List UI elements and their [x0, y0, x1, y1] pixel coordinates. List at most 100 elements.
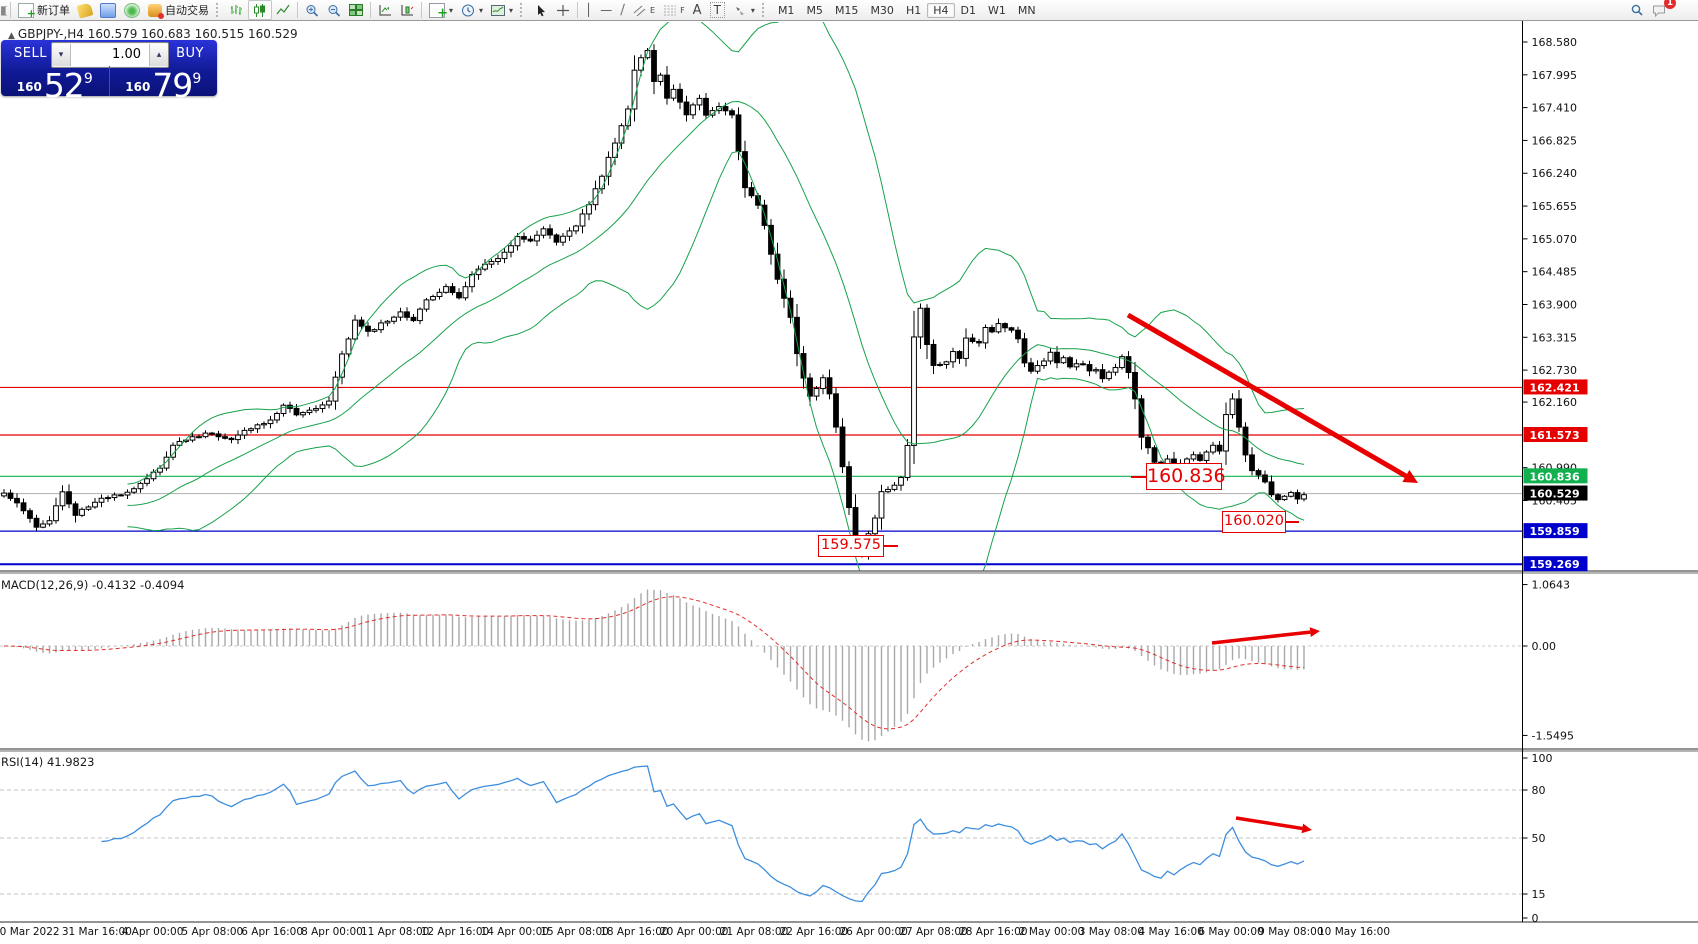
- main-toolbar: ◧ + 新订单 自动交易 + ▾ ▾ ▾ │ — ∕ E F A T ▾ M1 M…: [0, 0, 1698, 21]
- zoom-in-icon: [306, 4, 319, 17]
- rsi-tick-label: 15: [1532, 888, 1546, 901]
- sell-button[interactable]: SELL: [14, 46, 47, 61]
- timeframe-m30[interactable]: M30: [870, 3, 894, 17]
- trend-arrow: [1211, 630, 1311, 645]
- symbol-ohlc-header: ▲ GBPJPY-,H4 160.579 160.683 160.515 160.…: [8, 27, 298, 41]
- candlestick-chart-button[interactable]: [248, 0, 272, 20]
- bar-chart-button[interactable]: [226, 1, 248, 19]
- templates-button[interactable]: ▾: [487, 1, 517, 19]
- crosshair-icon: [557, 4, 570, 16]
- volume-input[interactable]: 1.00: [71, 44, 149, 66]
- fibonacci-tool-label: F: [680, 5, 685, 15]
- timeframe-m15[interactable]: M15: [834, 3, 859, 17]
- rsi-line: [101, 765, 1305, 903]
- indicator-list-button[interactable]: [374, 1, 396, 19]
- clock-icon: [462, 4, 475, 16]
- new-order-button[interactable]: + 新订单: [14, 1, 74, 20]
- signals-button[interactable]: [120, 1, 144, 19]
- time-axis-label: 20 Apr 00:00: [660, 926, 728, 938]
- macd-tick-label: 0.00: [1532, 640, 1557, 653]
- zoom-in-button[interactable]: [301, 1, 323, 19]
- candlesticks: [1, 44, 1307, 560]
- channel-tool[interactable]: E: [629, 1, 659, 19]
- timeframe-mn[interactable]: MN: [1017, 3, 1036, 17]
- notifications-button[interactable]: 1: [1648, 0, 1676, 19]
- indicator-list-icon: [379, 4, 391, 15]
- auto-trading-icon: [148, 3, 164, 19]
- time-axis-label: 18 Apr 16:00: [600, 926, 668, 938]
- price-tick-label: 168.580: [1532, 36, 1578, 49]
- separator: [577, 2, 579, 18]
- price-tick-label: 164.485: [1532, 266, 1578, 279]
- add-indicator-button[interactable]: + ▾: [425, 1, 457, 21]
- separator: [370, 2, 371, 18]
- data-window-icon: [401, 4, 414, 15]
- time-axis-label: 5 Apr 08:00: [181, 926, 243, 938]
- trendline-tool[interactable]: ∕: [616, 1, 629, 19]
- zoom-out-icon: [328, 4, 341, 17]
- price-level-chip: [1523, 379, 1588, 395]
- price-tick-label: 162.730: [1532, 364, 1578, 377]
- sell-price-sup: 9: [83, 71, 93, 87]
- auto-trading-button[interactable]: 自动交易: [144, 1, 213, 19]
- chevron-down-icon: ▾: [750, 5, 755, 15]
- price-tick-label: 165.070: [1532, 233, 1578, 246]
- trend-arrow: [1235, 816, 1303, 831]
- chevron-down-icon: ▾: [479, 5, 484, 15]
- buy-price-button[interactable]: 160799: [110, 66, 218, 105]
- text-tool[interactable]: A: [689, 1, 706, 19]
- volume-decrease-button[interactable]: ▾: [52, 44, 71, 66]
- timeframe-h4[interactable]: H4: [927, 2, 955, 18]
- macd-signal-line: [3, 596, 1305, 730]
- candlestick-icon: [254, 3, 265, 17]
- volume-increase-button[interactable]: ▴: [149, 44, 168, 66]
- timeframe-m5[interactable]: M5: [806, 3, 823, 17]
- cursor-button[interactable]: [530, 1, 552, 19]
- vertical-line-tool[interactable]: │: [581, 1, 596, 19]
- timeframe-m1[interactable]: M1: [777, 3, 795, 17]
- chart-canvas[interactable]: 168.580 167.995 167.410 166.825 166.240 165.6…: [0, 21, 1698, 944]
- chart-style-button[interactable]: [74, 1, 96, 19]
- sell-price-prefix: 160: [16, 80, 42, 94]
- horizontal-line-tool[interactable]: —: [596, 1, 616, 19]
- price-callout-159575[interactable]: 159.575: [818, 535, 884, 557]
- trend-arrow-head: [1309, 627, 1320, 637]
- line-chart-button[interactable]: [272, 1, 294, 19]
- time-axis-label: 6 May 00:00: [1198, 926, 1263, 938]
- crosshair-button[interactable]: [552, 1, 574, 19]
- profiles-button[interactable]: [96, 1, 120, 19]
- label-tool[interactable]: T: [706, 1, 729, 19]
- equidistant-channel-icon: [633, 5, 646, 16]
- tile-windows-button[interactable]: [345, 1, 367, 19]
- time-axis-label: 27 Apr 08:00: [899, 926, 967, 938]
- signal-icon: [124, 2, 140, 18]
- sell-price-button[interactable]: 160529: [1, 66, 109, 105]
- zoom-out-button[interactable]: [323, 1, 345, 19]
- notification-badge: 1: [1664, 0, 1676, 9]
- toolbar-grip: [216, 3, 223, 17]
- rsi-indicator-label: RSI(14) 41.9823: [1, 755, 95, 769]
- price-callout-160836[interactable]: 160.836: [1146, 463, 1226, 490]
- periods-button[interactable]: ▾: [457, 1, 487, 19]
- toolbar-grip: [520, 3, 527, 17]
- paint-bucket-icon: [76, 1, 94, 19]
- timeframe-d1[interactable]: D1: [960, 3, 976, 17]
- price-level-chip-label: 162.421: [1530, 381, 1580, 394]
- timeframe-h1[interactable]: H1: [905, 3, 922, 17]
- buy-button[interactable]: BUY: [176, 46, 204, 61]
- callout-dash: [1131, 475, 1146, 478]
- price-callout-160020[interactable]: 160.020: [1222, 511, 1286, 533]
- fibonacci-tool[interactable]: F: [659, 1, 689, 19]
- search-button[interactable]: [1626, 1, 1648, 19]
- trend-arrow-head: [1402, 469, 1418, 483]
- trend-arrow: [1126, 312, 1408, 479]
- time-axis-label: 28 Apr 16:00: [959, 926, 1027, 938]
- price-tick-label: 167.995: [1532, 69, 1578, 82]
- timeframe-w1[interactable]: W1: [987, 3, 1006, 17]
- data-window-button[interactable]: [396, 1, 418, 19]
- price-level-chip-label: 161.573: [1530, 429, 1580, 442]
- arrows-tool[interactable]: ▾: [729, 1, 759, 19]
- chevron-down-icon: ▾: [449, 5, 454, 15]
- price-tick-label: 167.410: [1532, 102, 1578, 115]
- label-tool-icon: T: [709, 2, 725, 18]
